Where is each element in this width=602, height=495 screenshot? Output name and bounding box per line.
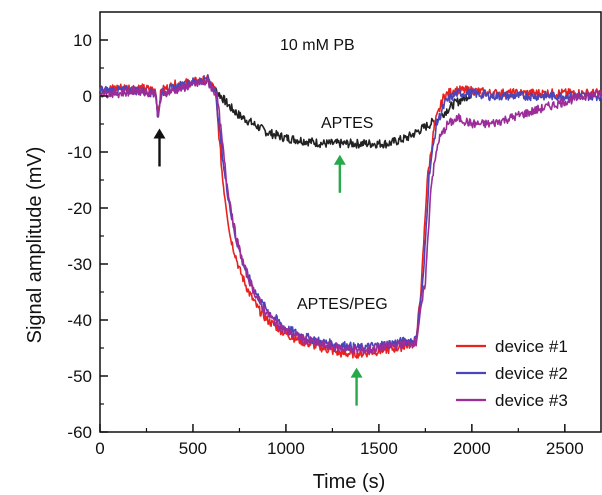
y-tick-label: 0 <box>83 87 92 106</box>
arrow-green-peg <box>350 367 363 406</box>
y-tick-label: 10 <box>73 31 92 50</box>
x-tick-label: 500 <box>179 439 207 458</box>
y-tick-label: -40 <box>67 311 92 330</box>
x-tick-label: 1000 <box>267 439 305 458</box>
arrow-black-head <box>153 128 166 139</box>
x-axis-label: Time (s) <box>313 471 386 493</box>
x-tick-label: 2000 <box>453 439 491 458</box>
arrow-black <box>153 128 166 167</box>
series-line-aptes <box>207 81 473 149</box>
series-line-device-3 <box>99 77 602 356</box>
arrows-layer <box>153 128 363 406</box>
y-tick-label: -20 <box>67 199 92 218</box>
plot-frame <box>99 11 602 433</box>
y-tick-label: -30 <box>67 255 92 274</box>
x-tick-label: 2500 <box>546 439 584 458</box>
series-layer <box>99 74 602 359</box>
ticks-layer: 0 500 1000 1500 2000 2500 10 0 -10 -20 -30 -40 -50 -6… <box>67 31 583 458</box>
y-tick-label: -60 <box>67 423 92 442</box>
plot-area: 0 500 1000 1500 2000 2500 10 0 -10 -20 -30 -40 -50 -6… <box>67 11 602 458</box>
legend-label: device #2 <box>495 364 568 383</box>
chart-title: 10 mM PB <box>280 37 355 54</box>
arrow-green-peg-head <box>350 367 363 378</box>
arrow-green-aptes-head <box>333 154 346 165</box>
x-tick-label: 0 <box>95 439 104 458</box>
arrow-green-aptes <box>333 154 346 193</box>
legend: device #1 device #2 device #3 <box>456 337 568 410</box>
y-axis-label: Signal amplitude (mV) <box>24 147 46 344</box>
annotation-aptes: APTES <box>321 115 373 132</box>
annotation-aptes-peg: APTES/PEG <box>297 296 388 313</box>
legend-label: device #1 <box>495 337 568 356</box>
legend-label: device #3 <box>495 391 568 410</box>
y-tick-label: -10 <box>67 143 92 162</box>
y-tick-label: -50 <box>67 367 92 386</box>
x-tick-label: 1500 <box>360 439 398 458</box>
